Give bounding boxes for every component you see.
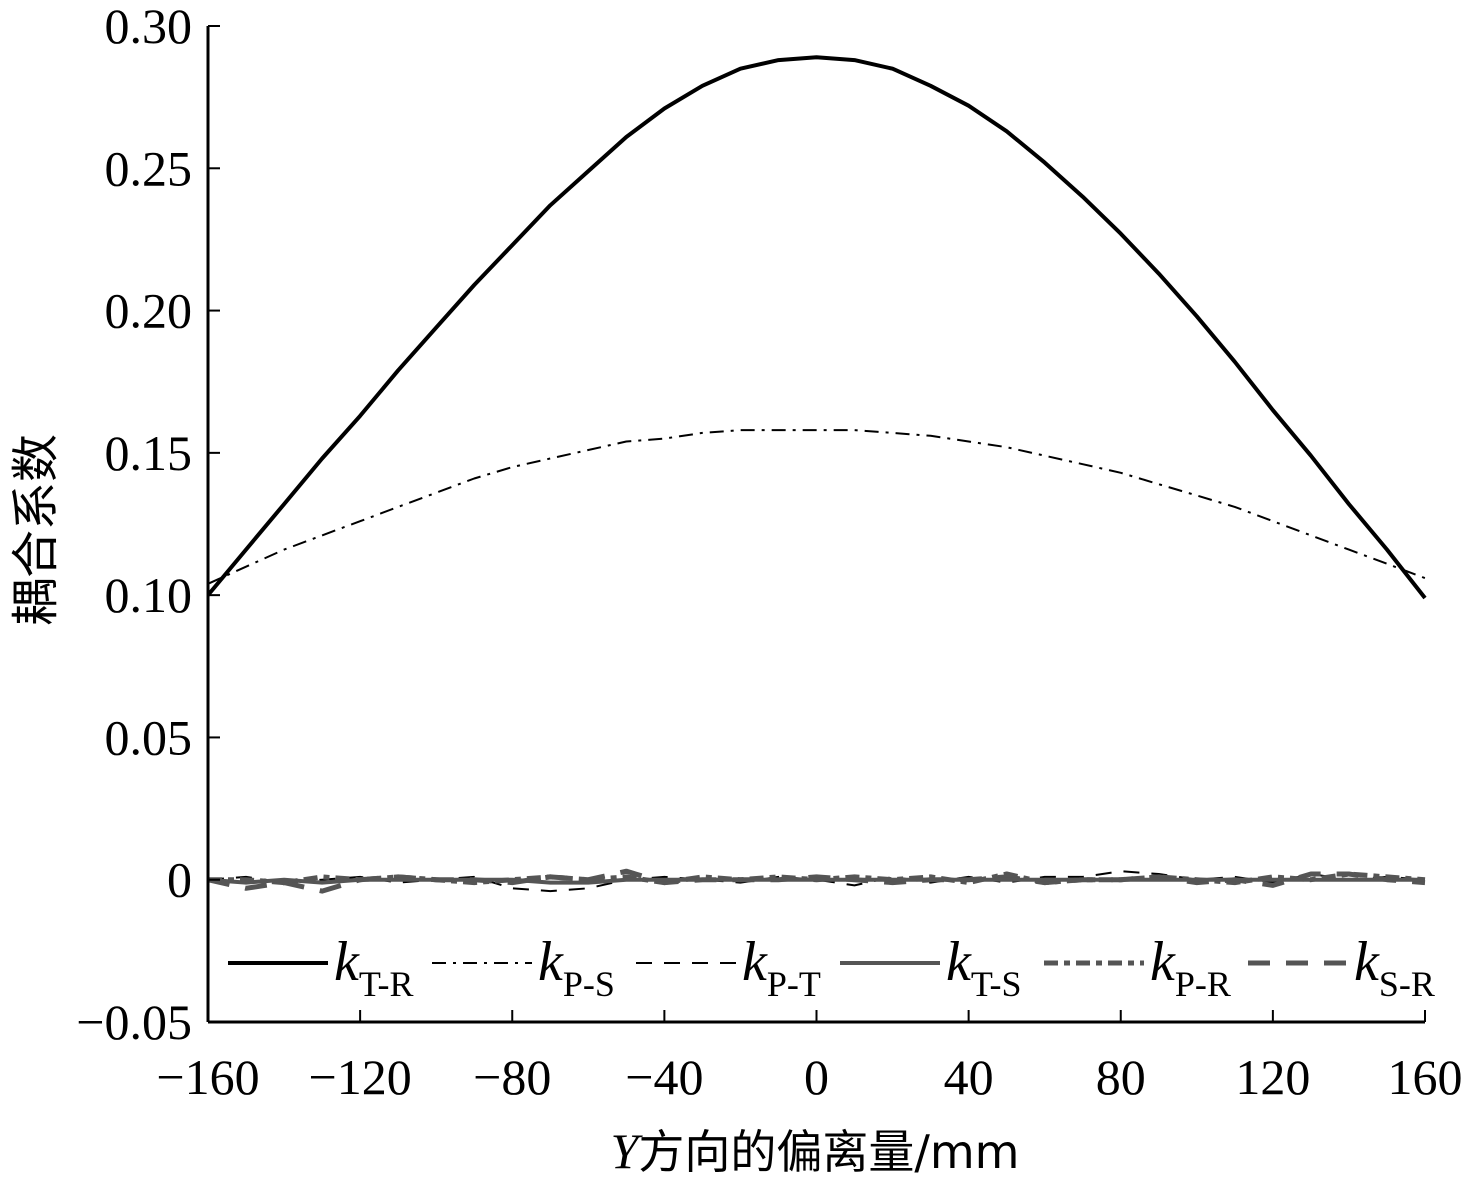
legend-item-p-t: kP-T bbox=[636, 931, 821, 1004]
series-line-t-r bbox=[206, 55, 1427, 600]
y-tick-label: 0 bbox=[167, 852, 192, 908]
legend-label-sub: P-S bbox=[563, 964, 615, 1004]
x-axis-label: Y方向的偏离量/mm bbox=[611, 1123, 1020, 1179]
legend-label: kT-S bbox=[946, 931, 1022, 1004]
series-line-t-s bbox=[207, 877, 1425, 885]
y-tick-label: 0.30 bbox=[105, 0, 193, 54]
y-axis-label: 耦合系数 bbox=[8, 434, 64, 626]
x-tick-label: −40 bbox=[625, 1049, 703, 1105]
legend-label-base: k bbox=[1150, 931, 1176, 993]
y-tick-label: −0.05 bbox=[76, 994, 192, 1050]
legend-label-base: k bbox=[538, 931, 564, 993]
y-tick-label: 0.20 bbox=[105, 283, 193, 339]
legend-label-sub: T-R bbox=[359, 964, 414, 1004]
legend-label-sub: T-S bbox=[971, 964, 1022, 1004]
legend-item-s-r: kS-R bbox=[1248, 931, 1435, 1004]
axis-ticks: −160 −120 −80 −40 0 40 80 120 160 −0.05 0 0.05 0.10 0… bbox=[76, 0, 1462, 1105]
x-axis-label-rest: 方向的偏离量/mm bbox=[638, 1125, 1019, 1179]
legend-label: kT-R bbox=[334, 931, 414, 1004]
legend-label-sub: S-R bbox=[1379, 964, 1435, 1004]
y-tick-label: 0.25 bbox=[105, 140, 193, 196]
y-tick-label: 0.10 bbox=[105, 567, 193, 623]
y-tick-label: 0.15 bbox=[105, 425, 193, 481]
legend-label-base: k bbox=[1354, 931, 1380, 993]
x-tick-label: 120 bbox=[1235, 1049, 1310, 1105]
legend: kT-R kP-S kP-T kT-S kP-R kS-R bbox=[228, 931, 1435, 1004]
y-tick-label: 0.05 bbox=[105, 709, 193, 765]
legend-label: kP-S bbox=[538, 931, 615, 1004]
x-tick-label: −160 bbox=[156, 1049, 259, 1105]
legend-item-t-s: kT-S bbox=[840, 931, 1022, 1004]
x-tick-label: −120 bbox=[309, 1049, 412, 1105]
x-tick-label: 160 bbox=[1388, 1049, 1463, 1105]
x-tick-label: 80 bbox=[1096, 1049, 1146, 1105]
legend-label-base: k bbox=[742, 931, 768, 993]
legend-label-base: k bbox=[946, 931, 972, 993]
x-tick-label: −80 bbox=[473, 1049, 551, 1105]
x-tick-label: 0 bbox=[804, 1049, 829, 1105]
legend-label: kS-R bbox=[1354, 931, 1435, 1004]
x-tick-label: 40 bbox=[944, 1049, 994, 1105]
legend-item-t-r: kT-R bbox=[228, 931, 414, 1004]
series-line-p-s bbox=[207, 429, 1426, 585]
legend-label-sub: P-R bbox=[1175, 964, 1231, 1004]
legend-label-sub: P-T bbox=[767, 964, 821, 1004]
legend-item-p-r: kP-R bbox=[1044, 931, 1231, 1004]
legend-item-p-s: kP-S bbox=[432, 931, 615, 1004]
legend-label: kP-R bbox=[1150, 931, 1231, 1004]
legend-label-base: k bbox=[334, 931, 360, 993]
plot-lines bbox=[206, 55, 1427, 894]
x-axis-label-var: Y bbox=[611, 1123, 644, 1179]
legend-label: kP-T bbox=[742, 931, 821, 1004]
